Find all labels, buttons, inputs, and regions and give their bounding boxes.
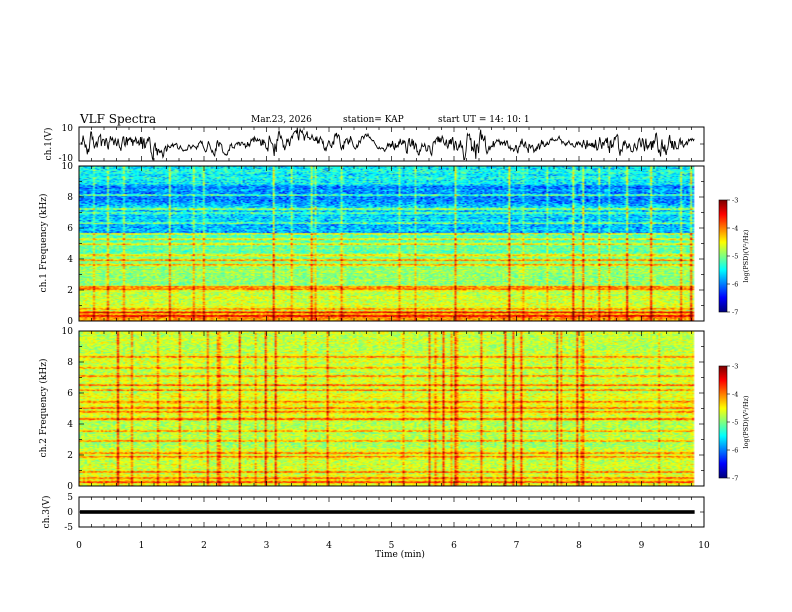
- x-tick-label: 7: [514, 541, 520, 551]
- colorbar-tick-label: -7: [732, 309, 738, 317]
- ch1-spectrogram-panel: 0 2 4 6 8 10 ch.1 Frequency (kHz) -3 -4 -5 -6 -7 …: [38, 162, 750, 327]
- colorbar-tick-label: -6: [732, 281, 738, 289]
- colorbar-tick-label: -4: [732, 391, 738, 399]
- y-tick-label: 10: [62, 162, 74, 172]
- x-tick-label: 4: [326, 541, 332, 551]
- ch2-spectrogram-image: [79, 331, 704, 486]
- colorbar-tick-label: -4: [732, 225, 738, 233]
- ch1-waveform-line: [80, 127, 695, 161]
- figure-header: VLF Spectra Mar.23, 2026 station= KAP st…: [79, 112, 530, 126]
- ch3-waveform-ylabel: ch.3(V): [41, 496, 52, 529]
- x-tick-label: 8: [576, 541, 582, 551]
- ch3-ytick-mid: 0: [67, 508, 73, 518]
- ch2-colorbar-gradient: [719, 366, 727, 478]
- y-tick-label: 4: [67, 420, 73, 430]
- ch1-waveform-panel: 10 -10 ch.1(V): [43, 124, 705, 164]
- x-tick-label: 9: [639, 541, 645, 551]
- ch1-colorbar: -3 -4 -5 -6 -7 log(PSD)(V²/Hz): [718, 197, 750, 317]
- x-tick-label: 1: [139, 541, 145, 551]
- x-tick-label: 6: [451, 541, 457, 551]
- ch3-waveform-band: [80, 510, 695, 514]
- x-tick-label: 10: [698, 541, 710, 551]
- ch2-colorbar-ticks: -3 -4 -5 -6 -7: [727, 363, 738, 483]
- y-tick-label: 2: [67, 286, 73, 296]
- ch1-ytick-top: 10: [62, 124, 74, 134]
- ch3-ytick-bottom: -5: [64, 523, 73, 533]
- y-tick-label: 10: [62, 327, 74, 337]
- ch1-spectrogram-ylabel: ch.1 Frequency (kHz): [38, 194, 49, 293]
- time-axis-ticklabels: 0 1 2 3 4 5 6 7 8 9 10: [76, 541, 710, 551]
- x-tick-label: 2: [201, 541, 207, 551]
- y-tick-label: 6: [67, 224, 73, 234]
- ch1-colorbar-gradient: [719, 200, 727, 312]
- ch2-colorbar: -3 -4 -5 -6 -7 log(PSD)(V²/Hz): [718, 363, 750, 483]
- y-tick-label: 0: [67, 482, 73, 492]
- colorbar-tick-label: -6: [732, 447, 738, 455]
- colorbar-tick-label: -5: [732, 419, 738, 427]
- x-tick-label: 3: [264, 541, 270, 551]
- colorbar-tick-label: -7: [732, 475, 738, 483]
- ch3-waveform-panel: 5 0 -5 ch.3(V) 0 1 2 3 4 5 6 7 8 9 10 Time (min): [41, 493, 710, 560]
- station-label: station= KAP: [343, 115, 404, 125]
- ch1-spectrogram-yticklabels: 0 2 4 6 8 10: [62, 162, 74, 327]
- x-tick-label: 5: [389, 541, 395, 551]
- ch1-spectrogram-image: [79, 166, 704, 321]
- colorbar-tick-label: -3: [732, 197, 738, 205]
- ch2-spectrogram-ylabel: ch.2 Frequency (kHz): [38, 359, 49, 458]
- ch2-spectrogram-yticklabels: 0 2 4 6 8 10: [62, 327, 74, 492]
- ch3-ytick-top: 5: [67, 493, 73, 503]
- colorbar-tick-label: -5: [732, 253, 738, 261]
- time-axis-label: Time (min): [375, 549, 425, 560]
- y-tick-label: 2: [67, 451, 73, 461]
- y-tick-label: 4: [67, 255, 73, 265]
- ch2-spectrogram-panel: 0 2 4 6 8 10 ch.2 Frequency (kHz) -3 -4 -5 -6 -7 …: [38, 327, 750, 492]
- ch1-colorbar-label: log(PSD)(V²/Hz): [742, 229, 750, 282]
- ch1-waveform-ticks: [78, 127, 705, 161]
- y-tick-label: 6: [67, 389, 73, 399]
- y-tick-label: 0: [67, 317, 73, 327]
- ch2-spectrogram-ticks: [78, 330, 705, 487]
- figure-title: VLF Spectra: [79, 112, 156, 126]
- y-tick-label: 8: [67, 358, 73, 368]
- ch1-waveform-ylabel: ch.1(V): [43, 128, 54, 161]
- colorbar-tick-label: -3: [732, 363, 738, 371]
- ch1-colorbar-ticks: -3 -4 -5 -6 -7: [727, 197, 738, 317]
- ch2-colorbar-label: log(PSD)(V²/Hz): [742, 395, 750, 448]
- ch3-waveform-ticks: [78, 496, 705, 528]
- start-time-label: start UT = 14: 10: 1: [438, 115, 530, 125]
- date-label: Mar.23, 2026: [251, 115, 312, 125]
- y-tick-label: 8: [67, 193, 73, 203]
- x-tick-label: 0: [76, 541, 82, 551]
- ch1-ytick-bottom: -10: [59, 154, 74, 164]
- ch1-spectrogram-ticks: [78, 165, 705, 322]
